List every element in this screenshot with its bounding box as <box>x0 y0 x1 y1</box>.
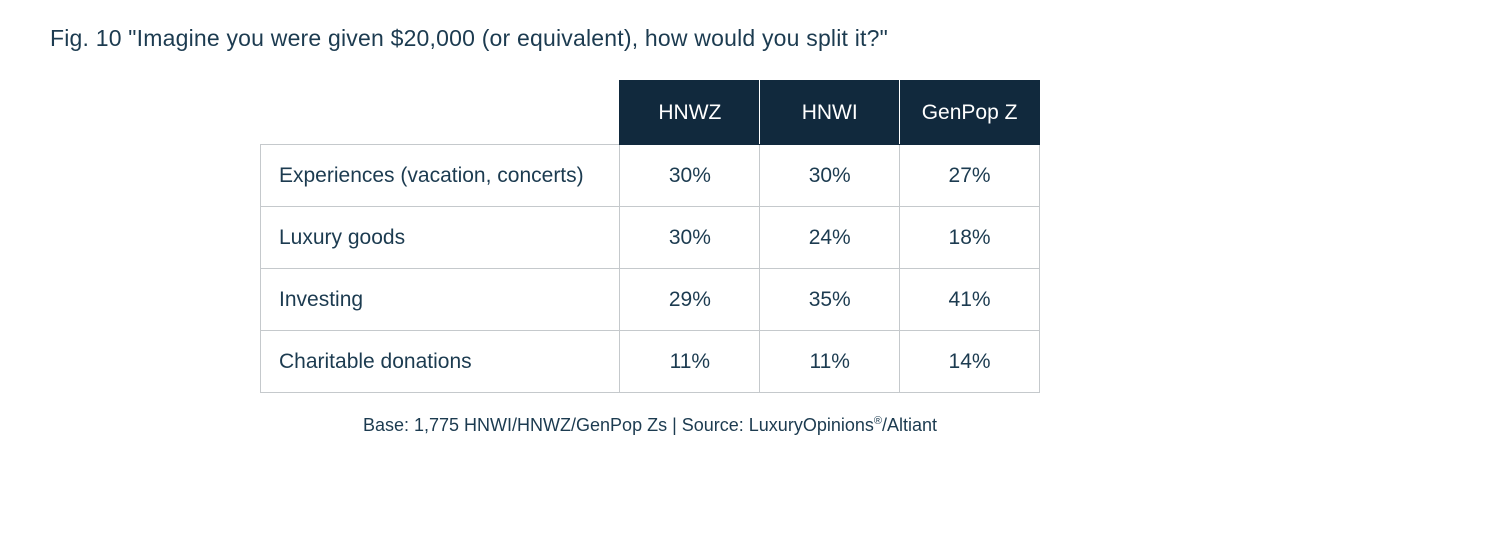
value-cell: 24% <box>760 207 900 269</box>
data-table: HNWZ HNWI GenPop Z Experiences (vacation… <box>260 80 1040 393</box>
table-row: Experiences (vacation, concerts) 30% 30%… <box>261 145 1040 207</box>
row-label: Investing <box>261 269 620 331</box>
row-label: Luxury goods <box>261 207 620 269</box>
value-cell: 41% <box>900 269 1040 331</box>
table-row: Investing 29% 35% 41% <box>261 269 1040 331</box>
row-label: Experiences (vacation, concerts) <box>261 145 620 207</box>
table-header-row: HNWZ HNWI GenPop Z <box>261 81 1040 145</box>
value-cell: 30% <box>620 145 760 207</box>
table-row: Luxury goods 30% 24% 18% <box>261 207 1040 269</box>
col-header-hnwi: HNWI <box>760 81 900 145</box>
col-header-genpopz: GenPop Z <box>900 81 1040 145</box>
table-row: Charitable donations 11% 11% 14% <box>261 331 1040 393</box>
value-cell: 18% <box>900 207 1040 269</box>
value-cell: 14% <box>900 331 1040 393</box>
table-wrapper: HNWZ HNWI GenPop Z Experiences (vacation… <box>260 80 1040 436</box>
registered-symbol: ® <box>874 415 882 427</box>
blank-header-cell <box>261 81 620 145</box>
col-header-hnwz: HNWZ <box>620 81 760 145</box>
value-cell: 27% <box>900 145 1040 207</box>
figure-title: Fig. 10 "Imagine you were given $20,000 … <box>50 25 1449 52</box>
footnote-prefix: Base: 1,775 HNWI/HNWZ/GenPop Zs | Source… <box>363 415 874 435</box>
value-cell: 30% <box>620 207 760 269</box>
footnote: Base: 1,775 HNWI/HNWZ/GenPop Zs | Source… <box>260 415 1040 436</box>
value-cell: 30% <box>760 145 900 207</box>
value-cell: 11% <box>620 331 760 393</box>
row-label: Charitable donations <box>261 331 620 393</box>
value-cell: 29% <box>620 269 760 331</box>
footnote-suffix: /Altiant <box>882 415 937 435</box>
value-cell: 11% <box>760 331 900 393</box>
value-cell: 35% <box>760 269 900 331</box>
